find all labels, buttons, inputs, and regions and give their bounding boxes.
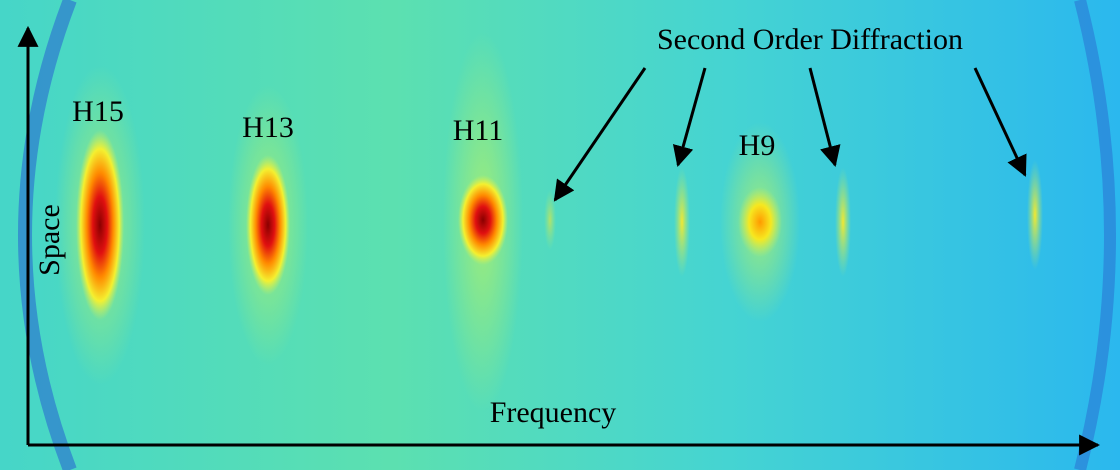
- y-axis-label: Space: [33, 204, 66, 276]
- arrows: [553, 67, 1027, 202]
- harmonic-label: H13: [242, 111, 294, 144]
- x-axis-label: Frequency: [490, 396, 617, 429]
- axes: [17, 25, 1101, 456]
- harmonic-label: H9: [739, 129, 776, 162]
- annotation: Second Order Diffraction: [657, 23, 963, 56]
- ring: [1074, 0, 1116, 470]
- harmonic-label: H15: [72, 95, 124, 128]
- ring: [18, 0, 77, 470]
- harmonic-label: H11: [453, 114, 504, 147]
- harmonic-spots: [76, 130, 1043, 320]
